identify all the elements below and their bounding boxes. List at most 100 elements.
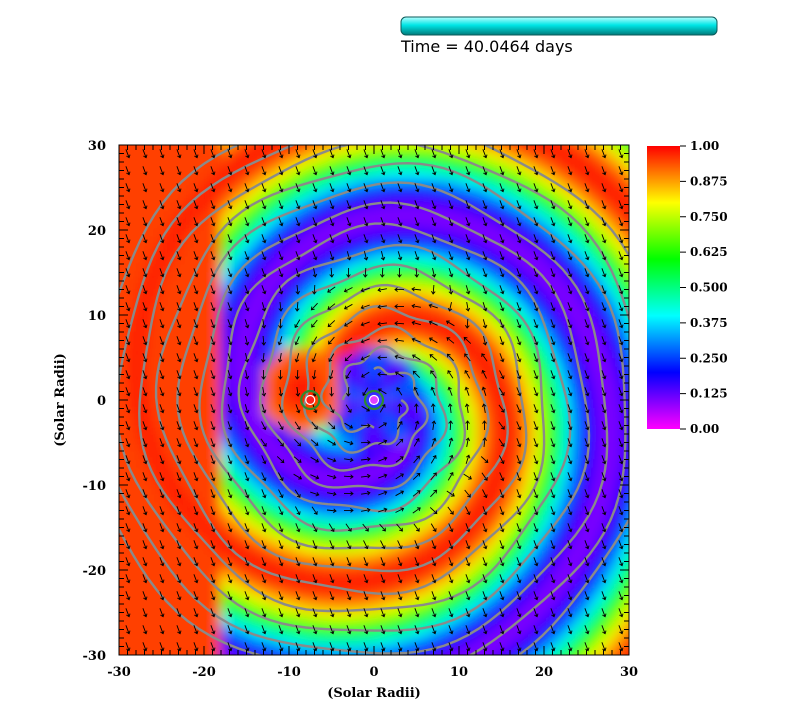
- heatmap-cell: [314, 518, 324, 528]
- heatmap-cell: [399, 408, 409, 418]
- heatmap-cell: [416, 229, 426, 239]
- heatmap-cell: [280, 646, 290, 655]
- heatmap-cell: [246, 323, 256, 333]
- velocity-arrow: [431, 183, 437, 193]
- heatmap-cell: [467, 595, 477, 605]
- heatmap-cell: [119, 425, 128, 435]
- heatmap-cell: [509, 535, 519, 545]
- heatmap-cell: [594, 289, 604, 299]
- heatmap-cell: [280, 128, 290, 138]
- velocity-arrow: [244, 404, 250, 414]
- heatmap-cell: [271, 153, 281, 163]
- heatmap-cell: [628, 161, 629, 171]
- heatmap-cell: [560, 620, 570, 630]
- heatmap-cell: [407, 221, 417, 231]
- heatmap-cell: [195, 238, 205, 248]
- velocity-arrow: [395, 507, 405, 513]
- heatmap-cell: [246, 382, 256, 392]
- velocity-arrow: [142, 455, 148, 465]
- heatmap-cell: [628, 365, 629, 375]
- heatmap-cell: [119, 187, 120, 197]
- heatmap-cell: [195, 382, 205, 392]
- heatmap-cell: [441, 552, 451, 562]
- velocity-arrow: [360, 355, 370, 361]
- heatmap-cell: [135, 195, 145, 205]
- heatmap-cell: [297, 561, 307, 571]
- heatmap-cell: [603, 535, 613, 545]
- heatmap-cell: [144, 229, 154, 239]
- heatmap-cell: [297, 323, 307, 333]
- heatmap-cell: [305, 340, 315, 350]
- heatmap-cell: [322, 620, 332, 630]
- heatmap-cell: [416, 280, 426, 290]
- heatmap-cell: [569, 408, 579, 418]
- heatmap-cell: [297, 365, 307, 375]
- heatmap-cell: [339, 246, 349, 256]
- heatmap-cell: [220, 612, 230, 622]
- heatmap-cell: [195, 128, 205, 138]
- heatmap-cell: [526, 450, 536, 460]
- heatmap-cell: [535, 654, 545, 655]
- heatmap-cell: [119, 416, 120, 426]
- heatmap-cell: [586, 629, 596, 639]
- heatmap-cell: [424, 425, 434, 435]
- heatmap-cell: [552, 663, 562, 673]
- heatmap-cell: [119, 433, 120, 443]
- heatmap-cell: [543, 467, 553, 477]
- heatmap-cell: [399, 450, 409, 460]
- heatmap-cell: [246, 612, 256, 622]
- velocity-arrow: [227, 642, 233, 652]
- heatmap-cell: [254, 348, 264, 358]
- heatmap-cell: [161, 603, 171, 613]
- velocity-arrow: [584, 285, 590, 295]
- heatmap-cell: [254, 145, 264, 154]
- heatmap-cell: [492, 204, 502, 214]
- velocity-arrow: [343, 287, 353, 293]
- heatmap-cell: [127, 365, 137, 375]
- heatmap-cell: [501, 187, 511, 197]
- heatmap-cell: [297, 212, 307, 222]
- heatmap-cell: [552, 229, 562, 239]
- heatmap-cell: [314, 314, 324, 324]
- heatmap-cell: [195, 484, 205, 494]
- heatmap-cell: [144, 527, 154, 537]
- heatmap-cell: [535, 552, 545, 562]
- heatmap-cell: [119, 145, 120, 154]
- heatmap-cell: [348, 654, 358, 655]
- heatmap-cell: [348, 425, 358, 435]
- heatmap-cell: [297, 459, 307, 469]
- heatmap-cell: [484, 663, 494, 673]
- heatmap-cell: [254, 467, 264, 477]
- heatmap-cell: [577, 544, 587, 554]
- heatmap-cell: [620, 510, 629, 520]
- heatmap-cell: [611, 263, 621, 273]
- heatmap-cell: [577, 391, 587, 401]
- heatmap-cell: [407, 255, 417, 265]
- heatmap-cell: [186, 306, 196, 316]
- heatmap-cell: [288, 178, 298, 188]
- heatmap-cell: [611, 637, 621, 647]
- heatmap-cell: [373, 153, 383, 163]
- heatmap-cell: [416, 612, 426, 622]
- heatmap-cell: [169, 238, 179, 248]
- heatmap-cell: [543, 450, 553, 460]
- velocity-arrow: [378, 490, 388, 496]
- heatmap-cell: [169, 620, 179, 630]
- heatmap-cell: [280, 484, 290, 494]
- heatmap-cell: [433, 365, 443, 375]
- velocity-arrow: [447, 370, 454, 379]
- heatmap-cell: [526, 170, 536, 180]
- heatmap-cell: [169, 459, 179, 469]
- heatmap-cell: [543, 263, 553, 273]
- heatmap-cell: [560, 204, 570, 214]
- heatmap-cell: [594, 374, 604, 384]
- heatmap-cell: [212, 433, 222, 443]
- velocity-arrow: [210, 421, 216, 431]
- velocity-arrow: [533, 319, 539, 329]
- heatmap-cell: [577, 314, 587, 324]
- heatmap-cell: [178, 382, 188, 392]
- velocity-arrow: [448, 540, 454, 550]
- heatmap-cell: [467, 145, 477, 146]
- velocity-arrow: [176, 166, 182, 176]
- heatmap-cell: [518, 195, 528, 205]
